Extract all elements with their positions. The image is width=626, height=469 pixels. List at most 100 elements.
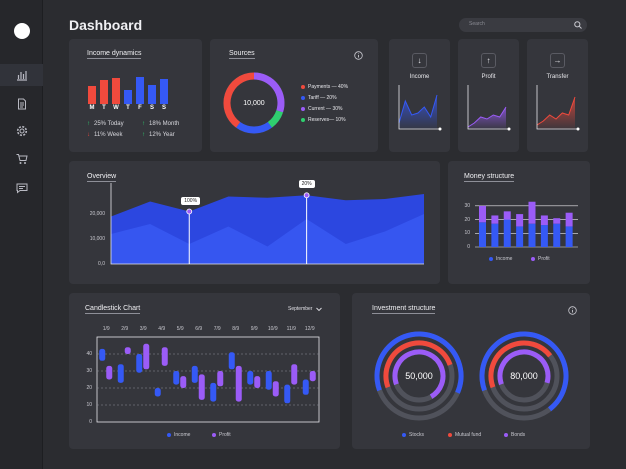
sources-title: Sources <box>229 50 255 59</box>
profit-candle <box>254 376 261 388</box>
y-tick-label: 10 <box>464 230 470 237</box>
candlestick-title: Candlestick Chart <box>85 305 141 314</box>
sidebar-item-settings[interactable] <box>0 120 43 142</box>
sparkline-area <box>399 95 437 129</box>
legend-label: Profit <box>219 432 231 438</box>
y-tick-label: 20 <box>464 216 470 223</box>
x-tick-label: 12/9 <box>304 326 315 332</box>
income-bar <box>491 223 499 247</box>
ring-progress <box>479 331 569 421</box>
month-select[interactable]: September <box>288 306 312 312</box>
income-candle <box>173 371 180 385</box>
overview-marker-dot <box>303 192 310 199</box>
chevron-down-icon[interactable] <box>316 307 322 312</box>
legend-dot <box>301 107 305 111</box>
income-bar <box>528 223 536 247</box>
legend-label: Income <box>496 256 513 262</box>
profit-candle <box>180 376 187 388</box>
income-candle <box>210 382 217 402</box>
income-bar <box>516 226 524 247</box>
stat-label: 11% Week <box>94 132 123 138</box>
sidebar-item-cart[interactable] <box>0 148 43 170</box>
x-tick-label: 7/9 <box>213 326 221 332</box>
logo[interactable] <box>14 23 30 39</box>
arrow-icon[interactable]: ↓ <box>412 53 427 68</box>
sparkline-axis <box>536 85 578 130</box>
income-candle <box>228 352 235 370</box>
overview-marker-label: 100% <box>181 196 201 205</box>
day-label: M <box>89 105 95 111</box>
stat-arrow: ↓ <box>87 132 90 138</box>
sidebar <box>0 0 43 469</box>
income-bar <box>540 225 548 247</box>
legend-label: Profit <box>538 256 550 262</box>
legend-dot <box>301 96 305 100</box>
month-select-value: September <box>288 306 313 312</box>
y-tick-label: 30 <box>86 368 92 374</box>
y-tick-label: 40 <box>86 351 92 357</box>
legend-dot <box>504 433 508 437</box>
y-tick-label: 20 <box>86 385 92 391</box>
profit-candle <box>291 364 298 385</box>
x-tick-label: 3/9 <box>139 326 147 332</box>
income-bar <box>136 76 144 104</box>
info-icon[interactable] <box>568 306 577 315</box>
x-tick-label: 8/9 <box>232 326 240 332</box>
income-candle <box>191 365 198 383</box>
search-placeholder: Search <box>469 21 485 27</box>
legend-dot <box>531 257 535 261</box>
profit-bar <box>565 212 573 227</box>
stat-arrow: ↑ <box>142 121 145 127</box>
day-label: S <box>149 105 154 111</box>
sidebar-item-analytics[interactable] <box>0 64 43 86</box>
donut-slice <box>253 72 285 113</box>
overview-card: Overview 20,000 10,000 0,0 100% 20% <box>69 161 440 284</box>
stat-label: 12% Year <box>149 132 175 138</box>
mini-card-profit: ↑ Profit <box>458 39 519 152</box>
sidebar-item-messages[interactable] <box>0 177 43 199</box>
profit-candle <box>198 374 205 400</box>
sparkline <box>398 85 442 131</box>
day-label: T <box>126 105 130 111</box>
income-candle <box>99 348 106 361</box>
x-tick-label: 4/9 <box>158 326 166 332</box>
arrow-icon[interactable]: ↑ <box>481 53 496 68</box>
legend-dot <box>489 257 493 261</box>
profit-candle <box>161 347 168 366</box>
profit-bar <box>553 218 561 224</box>
overview-title: Overview <box>87 173 117 182</box>
overview-axis <box>110 183 424 265</box>
income-candle <box>265 371 272 390</box>
sparkline <box>467 85 511 131</box>
sidebar-item-documents[interactable] <box>0 93 43 115</box>
income-bar <box>553 223 561 247</box>
income-bar <box>112 78 120 104</box>
x-tick-label: 1/9 <box>102 326 110 332</box>
document-icon <box>17 98 26 110</box>
money-structure-title: Money structure <box>464 173 515 182</box>
y-tick-label: 0,0 <box>98 261 105 267</box>
arrow-icon[interactable]: → <box>550 53 565 68</box>
profit-candle <box>217 371 224 387</box>
sparkline-axis <box>398 85 440 130</box>
x-tick-label: 5/9 <box>176 326 184 332</box>
search-icon[interactable] <box>573 20 583 30</box>
investment-donuts <box>374 331 569 421</box>
profit-candle <box>124 347 131 354</box>
mini-card-label: Income <box>409 74 430 80</box>
mini-card-income: ↓ Income <box>389 39 450 152</box>
income-candle <box>284 384 291 404</box>
search-input[interactable]: Search <box>459 18 587 32</box>
axis-end-dot <box>507 127 511 131</box>
sources-center-value: 10,000 <box>243 100 265 107</box>
stat-label: 25% Today <box>94 121 124 127</box>
legend-dot <box>301 85 305 89</box>
sparkline-line <box>536 96 576 126</box>
info-icon[interactable] <box>354 51 363 60</box>
profit-candle <box>272 381 279 397</box>
sparkline-area <box>468 107 506 129</box>
x-tick-label: 6/9 <box>195 326 203 332</box>
stat-arrow: ↑ <box>87 121 90 127</box>
sources-card: Sources 10,000 Payments — 40% Tariff — 20… <box>210 39 378 152</box>
donut-slice <box>223 72 255 128</box>
